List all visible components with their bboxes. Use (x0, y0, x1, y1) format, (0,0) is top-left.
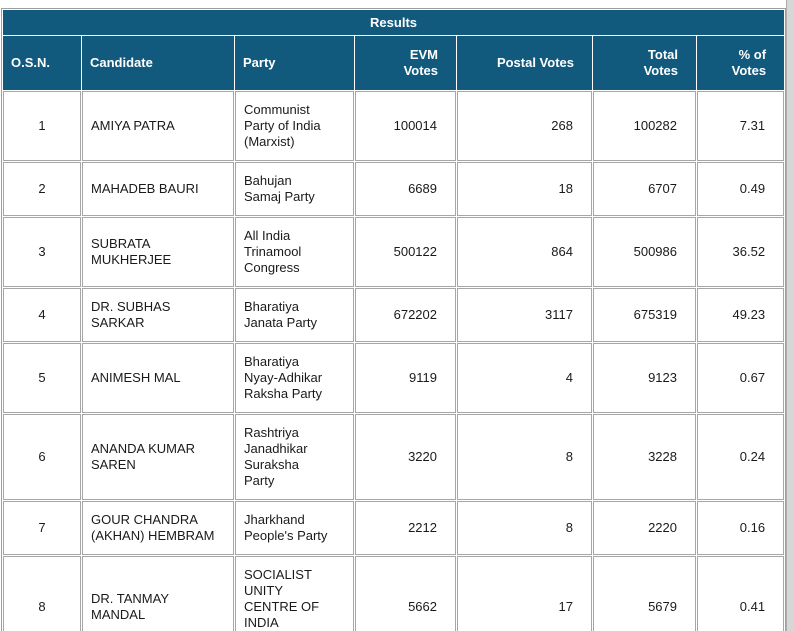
cell-total: 2220 (593, 501, 696, 555)
table-row: 8 DR. TANMAY MANDAL SOCIALIST UNITY CENTRE… (3, 556, 785, 631)
cell-postal: 8 (457, 414, 592, 500)
cell-postal: 4 (457, 343, 592, 413)
table-row: 3 SUBRATA MUKHERJEE All India Trinamool Co… (3, 217, 785, 287)
cell-pct: 0.67 (697, 343, 785, 413)
cell-total: 9123 (593, 343, 696, 413)
cell-postal: 3117 (457, 288, 592, 342)
cell-party: All India Trinamool Congress (235, 217, 354, 287)
table-row: 4 DR. SUBHAS SARKAR Bharatiya Janata Party… (3, 288, 785, 342)
cell-pct: 0.41 (697, 556, 785, 631)
cell-pct: 0.49 (697, 162, 785, 216)
cell-candidate: ANIMESH MAL (82, 343, 234, 413)
cell-postal: 864 (457, 217, 592, 287)
cell-candidate: AMIYA PATRA (82, 91, 234, 161)
table-row: 2 MAHADEB BAURI Bahujan Samaj Party 6689 18 6… (3, 162, 785, 216)
table-row: 6 ANANDA KUMAR SAREN Rashtriya Janadhikar … (3, 414, 785, 500)
page-title: Results (3, 10, 785, 35)
cell-party: Bahujan Samaj Party (235, 162, 354, 216)
cell-party: Rashtriya Janadhikar Suraksha Party (235, 414, 354, 500)
cell-total: 6707 (593, 162, 696, 216)
cell-candidate: DR. SUBHAS SARKAR (82, 288, 234, 342)
cell-osn: 4 (3, 288, 81, 342)
cell-party: SOCIALIST UNITY CENTRE OF INDIA (COMMUNI… (235, 556, 354, 631)
cell-osn: 1 (3, 91, 81, 161)
cell-candidate: MAHADEB BAURI (82, 162, 234, 216)
cell-party: Bharatiya Nyay-Adhikar Raksha Party (235, 343, 354, 413)
column-header-percent-votes: % of Votes (697, 36, 785, 90)
results-body: 1 AMIYA PATRA Communist Party of India (Ma… (3, 91, 785, 631)
cell-osn: 7 (3, 501, 81, 555)
cell-evm: 6689 (355, 162, 456, 216)
cell-osn: 3 (3, 217, 81, 287)
cell-postal: 8 (457, 501, 592, 555)
cell-total: 675319 (593, 288, 696, 342)
column-header-party: Party (235, 36, 354, 90)
cell-total: 3228 (593, 414, 696, 500)
column-header-total-votes: Total Votes (593, 36, 696, 90)
scrollbar-track[interactable] (786, 0, 794, 631)
cell-postal: 18 (457, 162, 592, 216)
cell-candidate: ANANDA KUMAR SAREN (82, 414, 234, 500)
cell-party: Communist Party of India (Marxist) (235, 91, 354, 161)
cell-osn: 8 (3, 556, 81, 631)
cell-pct: 7.31 (697, 91, 785, 161)
cell-osn: 5 (3, 343, 81, 413)
table-row: 5 ANIMESH MAL Bharatiya Nyay-Adhikar Raksh… (3, 343, 785, 413)
cell-party: Bharatiya Janata Party (235, 288, 354, 342)
cell-evm: 3220 (355, 414, 456, 500)
cell-party: Jharkhand People's Party (235, 501, 354, 555)
cell-pct: 36.52 (697, 217, 785, 287)
cell-total: 100282 (593, 91, 696, 161)
cell-pct: 49.23 (697, 288, 785, 342)
cell-pct: 0.16 (697, 501, 785, 555)
column-header-candidate: Candidate (82, 36, 234, 90)
cell-evm: 5662 (355, 556, 456, 631)
cell-evm: 9119 (355, 343, 456, 413)
cell-postal: 17 (457, 556, 592, 631)
cell-pct: 0.24 (697, 414, 785, 500)
title-row: Results (3, 10, 785, 35)
column-header-evm-votes: EVM Votes (355, 36, 456, 90)
cell-total: 500986 (593, 217, 696, 287)
header-row: O.S.N. Candidate Party EVM Votes Postal … (3, 36, 785, 90)
table-row: 1 AMIYA PATRA Communist Party of India (Ma… (3, 91, 785, 161)
cell-candidate: DR. TANMAY MANDAL (82, 556, 234, 631)
cell-evm: 672202 (355, 288, 456, 342)
cell-postal: 268 (457, 91, 592, 161)
cell-candidate: SUBRATA MUKHERJEE (82, 217, 234, 287)
cell-total: 5679 (593, 556, 696, 631)
results-table: Results O.S.N. Candidate Party EVM Votes… (1, 8, 787, 631)
table-row: 7 GOUR CHANDRA (AKHAN) HEMBRAM Jharkhand P… (3, 501, 785, 555)
cell-evm: 100014 (355, 91, 456, 161)
cell-candidate: GOUR CHANDRA (AKHAN) HEMBRAM (82, 501, 234, 555)
cell-osn: 6 (3, 414, 81, 500)
cell-evm: 500122 (355, 217, 456, 287)
column-header-osn: O.S.N. (3, 36, 81, 90)
cell-osn: 2 (3, 162, 81, 216)
column-header-postal-votes: Postal Votes (457, 36, 592, 90)
cell-evm: 2212 (355, 501, 456, 555)
